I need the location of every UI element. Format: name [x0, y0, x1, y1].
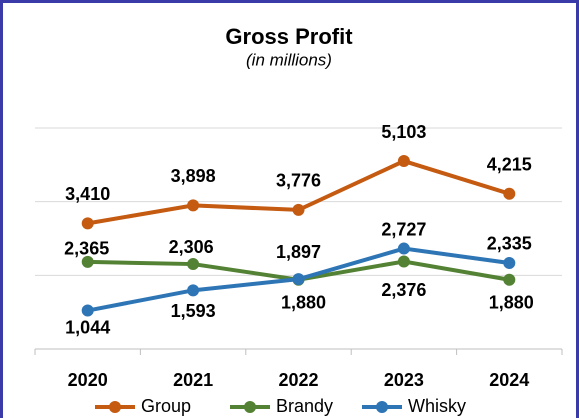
data-point	[187, 258, 200, 271]
legend-label: Brandy	[276, 396, 333, 416]
data-label: 2,376	[381, 280, 426, 300]
data-point	[503, 256, 516, 269]
data-label: 2,306	[169, 237, 214, 257]
data-point	[292, 273, 305, 286]
data-point	[503, 187, 516, 200]
legend-marker	[244, 401, 256, 413]
data-point	[187, 199, 200, 212]
legend-marker	[376, 401, 388, 413]
data-label: 1,880	[281, 293, 326, 313]
data-point	[397, 242, 410, 255]
x-tick-label: 2022	[278, 370, 318, 390]
x-tick-label: 2024	[489, 370, 529, 390]
data-point	[503, 273, 516, 286]
data-point	[81, 217, 94, 230]
legend-label: Whisky	[408, 396, 466, 416]
data-label: 3,776	[276, 171, 321, 191]
legend-marker	[109, 401, 121, 413]
data-label: 1,897	[276, 242, 321, 262]
data-point	[81, 255, 94, 268]
chart-title: Gross Profit	[225, 24, 353, 49]
data-label: 1,044	[65, 317, 110, 337]
x-tick-label: 2023	[384, 370, 424, 390]
data-label: 2,727	[381, 219, 426, 239]
data-label: 1,593	[171, 301, 216, 321]
data-point	[81, 304, 94, 317]
data-point	[292, 203, 305, 216]
x-tick-label: 2021	[173, 370, 213, 390]
data-label: 2,365	[64, 239, 109, 259]
data-label: 5,103	[381, 122, 426, 142]
chart-subtitle: (in millions)	[246, 50, 332, 69]
data-point	[187, 284, 200, 297]
data-label: 3,898	[171, 166, 216, 186]
data-point	[397, 255, 410, 268]
x-tick-label: 2020	[68, 370, 108, 390]
data-label: 4,215	[487, 154, 532, 174]
data-label: 2,335	[487, 234, 532, 254]
data-point	[397, 155, 410, 168]
data-label: 1,880	[489, 293, 534, 313]
legend-label: Group	[141, 396, 191, 416]
data-label: 3,410	[65, 184, 110, 204]
